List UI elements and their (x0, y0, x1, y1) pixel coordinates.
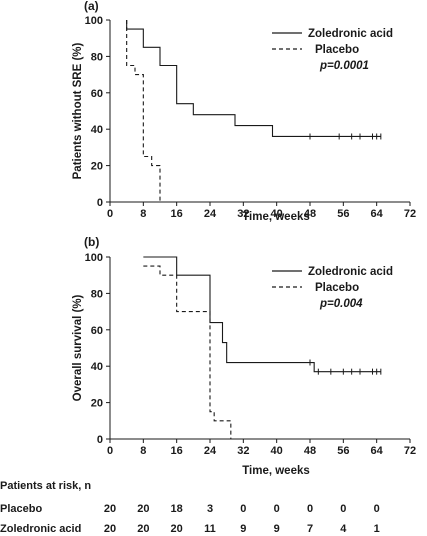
series-line-placebo (143, 265, 232, 439)
x-tick-label: 16 (171, 208, 183, 220)
y-tick-label: 80 (91, 51, 103, 63)
risk-table-title: Patients at risk, n (0, 480, 91, 492)
risk-cell: 0 (340, 503, 346, 515)
x-tick-label: 24 (204, 445, 217, 457)
risk-row-label-placebo: Placebo (0, 503, 42, 515)
risk-cell: 9 (274, 523, 280, 535)
risk-cell: 9 (240, 523, 246, 535)
y-tick-label: 20 (91, 398, 103, 410)
risk-cell: 20 (137, 503, 149, 515)
risk-cells: 20 20 18 3 0 0 0 0 0 20 20 20 11 9 9 7 4 1 (104, 503, 380, 535)
risk-cell: 0 (374, 503, 380, 515)
risk-cell: 7 (307, 523, 313, 535)
series-line-zoledronic (143, 256, 381, 373)
legend-label-placebo: Placebo (315, 282, 359, 294)
risk-cell: 18 (171, 503, 183, 515)
risk-cell: 3 (207, 503, 213, 515)
risk-row-label-zoledronic: Zoledronic acid (0, 523, 81, 535)
x-tick-label: 8 (140, 208, 146, 220)
y-tick-label: 60 (91, 325, 103, 337)
panel-b-chart: (b) Overall survival (%) Time, weeks Zol… (72, 235, 416, 477)
x-tick-label: 72 (404, 445, 416, 457)
x-tick-label: 0 (107, 445, 113, 457)
legend: Zoledronic acid Placebo p=0.004 (272, 266, 393, 310)
y-axis-label: Overall survival (%) (72, 294, 84, 401)
p-value: p=0.0001 (319, 60, 369, 72)
y-axis-label: Patients without SRE (%) (72, 42, 84, 179)
panel-a-chart: (a) Patients without SRE (%) Time, weeks… (72, 0, 416, 223)
risk-cell: 11 (204, 523, 216, 535)
x-tick-label: 64 (371, 208, 384, 220)
legend: Zoledronic acid Placebo p=0.0001 (272, 28, 393, 72)
y-tick-label: 0 (97, 197, 103, 209)
x-tick-label: 32 (237, 445, 249, 457)
y-tick-label: 20 (91, 161, 103, 173)
y-tick-label: 60 (91, 88, 103, 100)
x-tick-label: 40 (271, 445, 283, 457)
x-tick-label: 8 (140, 445, 146, 457)
risk-cell: 0 (240, 503, 246, 515)
x-tick-label: 0 (107, 208, 113, 220)
x-tick-label: 40 (271, 208, 283, 220)
risk-cell: 20 (104, 503, 116, 515)
p-value: p=0.004 (319, 298, 363, 310)
panel-label: (a) (84, 0, 99, 13)
x-axis-label: Time, weeks (242, 211, 310, 223)
x-tick-label: 56 (337, 208, 349, 220)
x-tick-label: 56 (337, 445, 349, 457)
legend-label-zoledronic: Zoledronic acid (308, 28, 393, 40)
risk-cell: 20 (104, 523, 116, 535)
series-line-zoledronic (126, 20, 381, 138)
risk-cell: 20 (137, 523, 149, 535)
risk-cell: 1 (374, 523, 380, 535)
x-axis-label: Time, weeks (242, 465, 310, 477)
y-tick-label: 40 (91, 361, 103, 373)
x-tick-label: 48 (304, 208, 316, 220)
risk-cell: 4 (340, 523, 347, 535)
x-tick-label: 64 (371, 445, 384, 457)
x-tick-label: 48 (304, 445, 316, 457)
x-tick-label: 16 (171, 445, 183, 457)
risk-cell: 0 (274, 503, 280, 515)
y-tick-label: 100 (85, 252, 103, 264)
x-tick-label: 72 (404, 208, 416, 220)
y-tick-label: 100 (85, 15, 103, 27)
risk-table: Patients at risk, n Placebo Zoledronic a… (0, 480, 380, 535)
y-tick-label: 80 (91, 288, 103, 300)
x-tick-label: 32 (237, 208, 249, 220)
legend-label-placebo: Placebo (315, 44, 359, 56)
y-tick-label: 40 (91, 124, 103, 136)
risk-cell: 20 (171, 523, 183, 535)
panel-label: (b) (84, 235, 99, 249)
x-tick-label: 24 (204, 208, 217, 220)
series-line-placebo (126, 20, 161, 202)
risk-cell: 0 (307, 503, 313, 515)
y-tick-label: 0 (97, 434, 103, 446)
legend-label-zoledronic: Zoledronic acid (308, 266, 393, 278)
